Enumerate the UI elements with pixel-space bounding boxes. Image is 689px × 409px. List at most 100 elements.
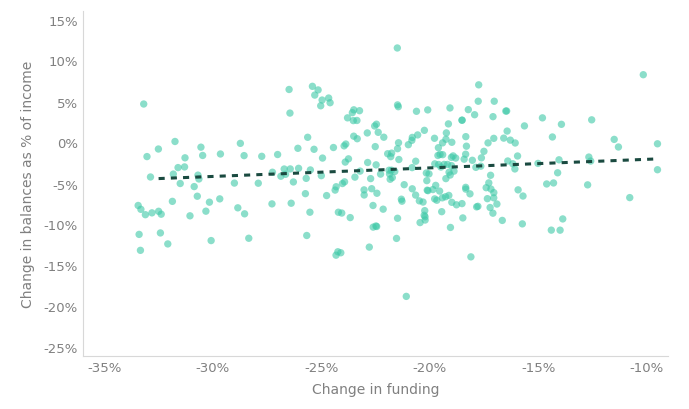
- Point: [358, 187, 369, 194]
- Point: [393, 140, 404, 147]
- Point: [351, 118, 362, 124]
- Point: [460, 187, 471, 193]
- Point: [317, 97, 328, 104]
- Point: [333, 209, 344, 216]
- Point: [292, 146, 303, 152]
- Point: [167, 199, 178, 205]
- Point: [378, 135, 389, 141]
- Point: [378, 207, 389, 213]
- Point: [337, 181, 348, 187]
- Point: [336, 210, 347, 217]
- Point: [323, 96, 334, 102]
- Point: [434, 189, 445, 195]
- Point: [487, 210, 498, 217]
- Point: [440, 176, 451, 182]
- Point: [431, 198, 442, 204]
- Point: [286, 200, 297, 207]
- Point: [204, 200, 215, 206]
- Point: [147, 210, 158, 217]
- Point: [457, 118, 468, 124]
- Point: [441, 130, 452, 137]
- Point: [489, 190, 500, 196]
- Point: [505, 137, 516, 144]
- Point: [437, 195, 448, 202]
- Point: [415, 220, 426, 226]
- Point: [485, 173, 496, 179]
- Point: [309, 147, 320, 153]
- Point: [386, 151, 397, 157]
- Point: [469, 112, 480, 119]
- Point: [179, 164, 190, 171]
- Point: [442, 162, 453, 169]
- Point: [478, 149, 489, 155]
- Point: [384, 168, 395, 174]
- Point: [450, 155, 461, 162]
- Point: [355, 169, 366, 175]
- Point: [285, 166, 296, 173]
- Point: [421, 171, 432, 177]
- Point: [446, 155, 457, 161]
- Point: [418, 199, 429, 206]
- Point: [232, 205, 243, 211]
- Point: [309, 92, 320, 99]
- Point: [473, 99, 484, 105]
- Point: [459, 157, 470, 163]
- Point: [410, 192, 421, 199]
- Point: [328, 145, 339, 151]
- Point: [509, 166, 520, 173]
- Point: [348, 118, 359, 125]
- Point: [387, 175, 398, 181]
- Point: [313, 88, 324, 94]
- Point: [280, 172, 291, 178]
- Point: [457, 118, 468, 124]
- Point: [362, 130, 373, 137]
- Point: [410, 159, 421, 165]
- Point: [367, 203, 378, 209]
- Point: [433, 162, 444, 169]
- Point: [489, 195, 500, 202]
- Point: [321, 193, 332, 199]
- Point: [476, 155, 487, 162]
- Point: [138, 101, 150, 108]
- Point: [451, 202, 462, 209]
- Point: [422, 187, 433, 194]
- Point: [316, 173, 327, 180]
- Point: [584, 154, 595, 161]
- Point: [552, 170, 563, 177]
- Point: [473, 204, 484, 210]
- Point: [256, 154, 267, 160]
- Point: [205, 238, 216, 244]
- Point: [555, 227, 566, 234]
- Point: [175, 181, 186, 187]
- Point: [512, 153, 523, 160]
- Point: [507, 161, 518, 168]
- Point: [336, 250, 347, 256]
- Point: [156, 211, 167, 218]
- Point: [364, 244, 375, 251]
- Point: [393, 157, 404, 163]
- Point: [429, 136, 440, 142]
- Point: [436, 209, 447, 216]
- Point: [192, 173, 203, 179]
- Point: [457, 215, 469, 222]
- Point: [342, 115, 353, 122]
- Point: [371, 162, 382, 169]
- Point: [446, 200, 457, 206]
- Point: [293, 166, 304, 172]
- Point: [465, 254, 476, 261]
- Point: [305, 167, 316, 174]
- Point: [135, 247, 146, 254]
- Point: [300, 175, 311, 182]
- Point: [444, 106, 455, 112]
- Point: [439, 162, 450, 168]
- Point: [189, 184, 200, 191]
- Point: [429, 161, 440, 168]
- Point: [586, 117, 597, 124]
- Point: [548, 180, 559, 187]
- Point: [392, 45, 403, 52]
- Point: [489, 136, 500, 142]
- Point: [214, 196, 225, 202]
- Point: [517, 193, 528, 200]
- Point: [331, 184, 342, 191]
- Point: [541, 181, 552, 188]
